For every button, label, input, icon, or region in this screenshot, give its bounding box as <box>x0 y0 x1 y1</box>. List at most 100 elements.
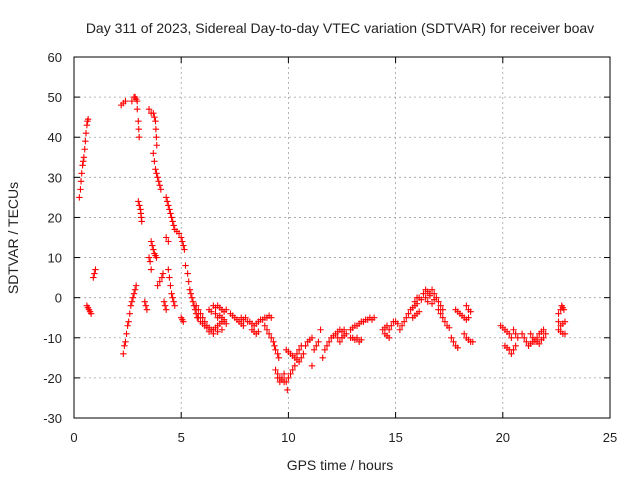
data-point <box>203 324 211 331</box>
x-tick-label: 0 <box>70 430 77 445</box>
data-point <box>469 338 476 345</box>
x-tick-label: 5 <box>178 430 185 445</box>
data-point <box>166 206 173 213</box>
y-axis-label: SDTVAR / TECUs <box>5 182 21 294</box>
data-point <box>131 286 139 293</box>
data-point <box>127 302 135 309</box>
data-point <box>169 218 176 225</box>
data-point <box>283 378 290 386</box>
data-point <box>265 330 273 337</box>
data-point <box>448 334 455 341</box>
data-point <box>138 218 145 225</box>
data-point <box>308 362 316 370</box>
data-point <box>428 300 436 307</box>
data-point <box>147 238 155 245</box>
y-tick-label: -10 <box>43 331 62 346</box>
data-point <box>465 314 472 321</box>
data-point <box>289 366 296 374</box>
data-point <box>171 302 178 309</box>
data-point <box>159 270 167 277</box>
data-point <box>162 194 170 201</box>
data-point <box>156 182 163 189</box>
data-point <box>149 242 156 249</box>
data-point <box>540 326 547 333</box>
data-point <box>295 346 303 354</box>
data-point <box>422 294 429 301</box>
data-point <box>287 370 294 378</box>
data-point <box>313 342 320 349</box>
data-point <box>467 308 474 315</box>
data-point <box>150 150 157 157</box>
data-point <box>396 326 404 333</box>
data-point <box>141 298 148 305</box>
data-point <box>80 154 88 161</box>
y-tick-label: -30 <box>43 411 62 426</box>
data-point <box>223 320 230 327</box>
data-point <box>261 322 269 329</box>
data-point <box>123 330 130 337</box>
data-point <box>561 330 569 337</box>
data-point <box>170 298 177 305</box>
data-point <box>175 230 183 237</box>
data-point <box>152 117 159 125</box>
data-point <box>80 158 87 165</box>
data-point <box>295 358 303 366</box>
data-point <box>132 282 140 289</box>
data-point <box>180 318 187 325</box>
data-point <box>81 146 88 153</box>
data-point <box>212 310 219 317</box>
data-point <box>150 246 157 253</box>
data-point <box>255 328 262 335</box>
data-point <box>450 338 457 345</box>
data-point <box>135 198 142 205</box>
data-point <box>428 286 436 293</box>
data-point <box>152 166 159 173</box>
data-point <box>156 278 163 285</box>
data-point <box>274 350 281 358</box>
data-point <box>437 302 444 309</box>
data-point <box>370 314 378 321</box>
data-point <box>437 310 444 317</box>
y-tick-label: -20 <box>43 371 62 386</box>
data-point <box>340 326 348 333</box>
data-point <box>531 338 539 345</box>
data-point <box>223 306 230 313</box>
data-point <box>343 330 350 337</box>
data-point <box>208 308 215 315</box>
data-point <box>184 270 191 277</box>
data-point <box>293 350 301 358</box>
data-point <box>560 306 568 313</box>
data-point <box>418 296 425 303</box>
data-point <box>403 314 410 321</box>
data-point <box>430 290 438 297</box>
data-point <box>153 254 160 261</box>
data-point <box>394 320 401 327</box>
data-point <box>185 278 192 285</box>
data-point <box>514 334 522 341</box>
data-point <box>298 342 305 349</box>
y-tick-label: 40 <box>48 130 62 145</box>
data-points <box>76 93 569 394</box>
data-point <box>411 298 419 305</box>
data-point <box>150 109 157 117</box>
data-point <box>134 97 141 105</box>
x-axis-label: GPS time / hours <box>287 457 394 473</box>
data-point <box>162 306 170 313</box>
data-point <box>506 330 513 337</box>
data-point <box>167 210 174 217</box>
data-point <box>268 334 275 341</box>
data-point <box>218 326 226 333</box>
data-point <box>157 186 165 193</box>
data-point <box>508 350 515 358</box>
plot-frame <box>73 56 611 419</box>
data-point <box>512 342 519 349</box>
data-point <box>420 290 427 297</box>
data-point <box>168 290 175 297</box>
data-point <box>385 334 393 341</box>
data-point <box>179 238 186 245</box>
data-point <box>315 338 322 345</box>
data-point <box>240 322 247 329</box>
data-point <box>182 262 189 269</box>
data-point <box>153 142 160 149</box>
